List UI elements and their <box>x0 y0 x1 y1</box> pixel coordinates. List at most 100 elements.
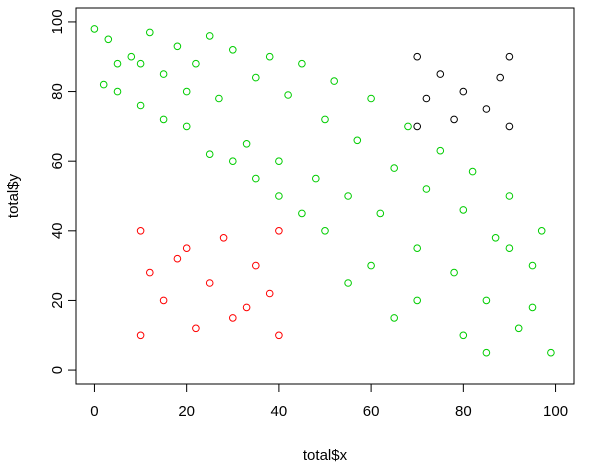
data-point <box>275 227 283 235</box>
data-point <box>146 28 154 37</box>
data-point <box>422 185 431 193</box>
data-point <box>312 174 320 183</box>
y-tick-label: 0 <box>49 366 66 374</box>
data-point <box>90 25 99 33</box>
data-point <box>321 227 329 235</box>
x-tick-label: 0 <box>90 403 98 420</box>
data-point <box>436 70 445 78</box>
y-axis-title: total$y <box>5 173 22 218</box>
data-point <box>528 303 537 312</box>
data-points <box>90 25 555 357</box>
x-tick-label: 40 <box>271 403 288 420</box>
data-point <box>173 254 182 263</box>
data-point <box>505 192 514 200</box>
series-1 <box>90 25 555 357</box>
data-point <box>136 227 145 235</box>
data-point <box>205 279 214 287</box>
y-tick-label: 20 <box>49 292 66 309</box>
data-point <box>482 296 491 305</box>
data-point <box>422 94 431 103</box>
data-point <box>275 192 283 200</box>
data-point <box>99 80 108 89</box>
data-point <box>104 35 113 44</box>
data-point <box>450 268 458 277</box>
data-point <box>136 59 145 68</box>
data-point <box>252 174 260 183</box>
data-point <box>390 164 399 172</box>
data-point <box>219 234 228 242</box>
data-point <box>450 115 458 124</box>
data-point <box>353 136 362 145</box>
data-point <box>496 73 505 82</box>
data-point <box>482 348 491 357</box>
data-point <box>537 227 546 235</box>
data-point <box>113 59 122 68</box>
y-tick-label: 80 <box>49 83 66 100</box>
y-tick-label: 40 <box>49 222 66 239</box>
data-point <box>205 32 214 40</box>
data-point <box>404 122 412 131</box>
data-point <box>215 94 223 103</box>
data-point <box>192 324 200 333</box>
data-point <box>344 279 352 287</box>
data-point <box>127 52 136 61</box>
data-point <box>491 234 500 242</box>
x-tick-label: 20 <box>178 403 195 420</box>
data-point <box>275 157 283 165</box>
y-axis: 0 20 40 60 80 100 <box>49 9 77 374</box>
data-point <box>146 268 154 277</box>
data-point <box>229 46 237 54</box>
data-point <box>505 122 514 131</box>
data-point <box>505 244 514 252</box>
data-point <box>413 244 422 252</box>
data-point <box>229 314 237 322</box>
data-point <box>136 331 145 340</box>
data-point <box>265 289 274 298</box>
data-point <box>159 115 168 124</box>
data-point <box>367 94 375 103</box>
data-point <box>229 157 237 165</box>
data-point <box>413 296 422 305</box>
data-point <box>482 105 491 113</box>
data-point <box>284 91 292 99</box>
data-point <box>242 140 251 148</box>
data-point <box>205 150 214 158</box>
data-point <box>182 122 191 131</box>
data-point <box>468 167 477 176</box>
data-point <box>459 206 468 214</box>
data-point <box>459 87 468 96</box>
data-point <box>505 52 514 61</box>
data-point <box>330 77 339 85</box>
x-tick-label: 80 <box>455 403 472 420</box>
data-point <box>413 122 422 131</box>
data-point <box>547 348 555 357</box>
data-point <box>182 87 191 96</box>
data-point <box>159 70 168 78</box>
data-point <box>367 261 375 270</box>
data-point <box>173 42 182 51</box>
data-point <box>252 261 260 270</box>
data-point <box>436 146 445 155</box>
data-point <box>344 192 352 200</box>
data-point <box>298 209 306 218</box>
data-point <box>390 314 399 322</box>
data-point <box>192 59 200 68</box>
x-tick-label: 60 <box>363 403 380 420</box>
data-point <box>113 87 122 96</box>
data-point <box>321 115 329 124</box>
data-point <box>265 52 274 61</box>
series-3 <box>413 52 514 131</box>
data-point <box>242 303 251 312</box>
data-point <box>376 209 385 218</box>
data-point <box>136 101 145 110</box>
y-tick-label: 60 <box>49 153 66 170</box>
y-tick-label: 100 <box>49 9 66 34</box>
series-2 <box>136 227 283 340</box>
data-point <box>275 331 283 340</box>
data-point <box>528 261 537 270</box>
data-point <box>459 331 468 340</box>
data-point <box>182 244 191 252</box>
x-axis: 0 20 40 60 80 100 <box>90 383 568 420</box>
x-axis-title: total$x <box>303 447 348 464</box>
